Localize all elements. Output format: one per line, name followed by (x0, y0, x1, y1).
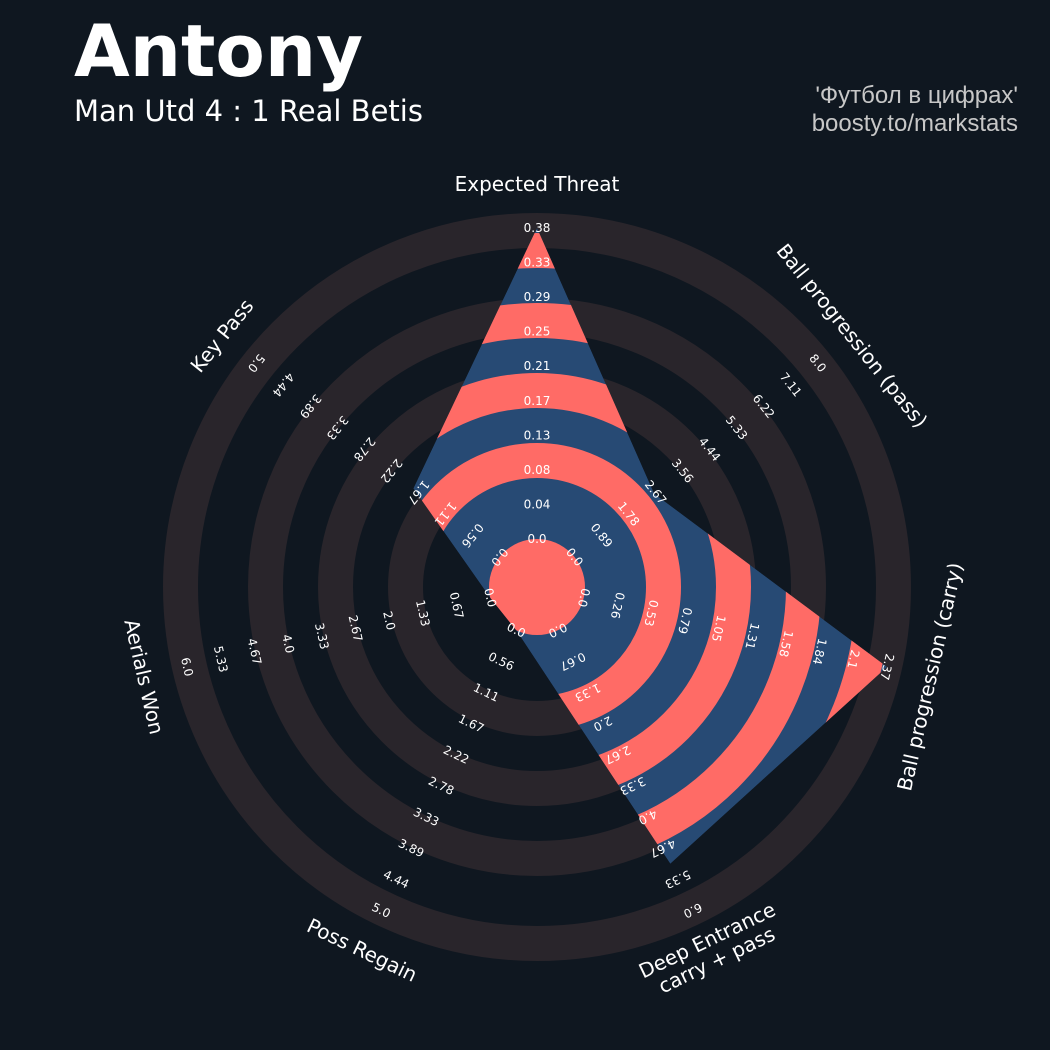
radar-tick-label: 2.37 (877, 652, 897, 681)
radar-tick-label: 0.56 (486, 649, 516, 673)
radar-tick-label: 0.38 (524, 221, 551, 235)
radar-tick-label: 6.0 (178, 656, 196, 678)
radar-tick-label: 0.33 (524, 256, 551, 270)
radar-tick-label: 4.67 (245, 637, 265, 666)
radar-tick-label: 2.67 (346, 614, 366, 643)
radar-tick-label: 4.44 (381, 867, 411, 891)
radar-tick-label: 0.26 (608, 591, 628, 620)
radar-tick-label: 0.25 (524, 325, 551, 339)
radar-tick-label: 3.33 (312, 622, 332, 651)
match-subtitle: Man Utd 4 : 1 Real Betis (74, 94, 423, 128)
radar-tick-label: 0.0 (481, 587, 499, 609)
credit-line-1: 'Футбол в цифрах' (815, 82, 1018, 109)
radar-tick-label: 0.21 (524, 359, 551, 373)
radar-tick-label: 2.1 (844, 648, 862, 670)
radar-tick-label: 5.33 (663, 867, 693, 891)
radar-tick-label: 0.13 (524, 428, 551, 442)
radar-parameter-label: Expected Threat (455, 172, 620, 196)
radar-tick-label: 1.31 (742, 622, 762, 651)
radar-tick-label: 0.79 (675, 606, 695, 635)
radar-polygon-stripe (489, 539, 585, 635)
radar-tick-label: 0.53 (641, 599, 661, 628)
radar-tick-label: 5.33 (211, 645, 231, 674)
radar-tick-label: 0.0 (575, 587, 593, 609)
radar-tick-label: 1.05 (709, 614, 729, 643)
radar-tick-label: 2.0 (380, 610, 398, 632)
radar-tick-label: 1.58 (776, 629, 796, 658)
credit-block: 'Футбол в цифрах' boosty.to/markstats (812, 82, 1018, 137)
radar-tick-label: 0.17 (524, 394, 551, 408)
credit-line-2: boosty.to/markstats (811, 109, 1018, 137)
radar-tick-label: 4.0 (279, 633, 297, 655)
radar-tick-label: 0.0 (527, 532, 546, 546)
radar-tick-label: 1.84 (810, 637, 830, 666)
radar-tick-label: 0.04 (524, 497, 551, 511)
radar-tick-label: 0.29 (524, 290, 551, 304)
radar-tick-label: 0.08 (524, 463, 551, 477)
player-name-title: Antony (74, 9, 364, 93)
radar-tick-label: 1.33 (413, 599, 433, 628)
radar-tick-label: 4.44 (269, 370, 297, 400)
radar-tick-label: 7.11 (777, 370, 805, 400)
radar-tick-label: 0.67 (447, 591, 467, 620)
radar-parameter-label: Aerials Won (119, 617, 169, 737)
radar-tick-labels: 0.0 0.04 0.08 0.13 0.17 0.21 0.25 0.29 0.33 0.38 0… (178, 221, 897, 921)
